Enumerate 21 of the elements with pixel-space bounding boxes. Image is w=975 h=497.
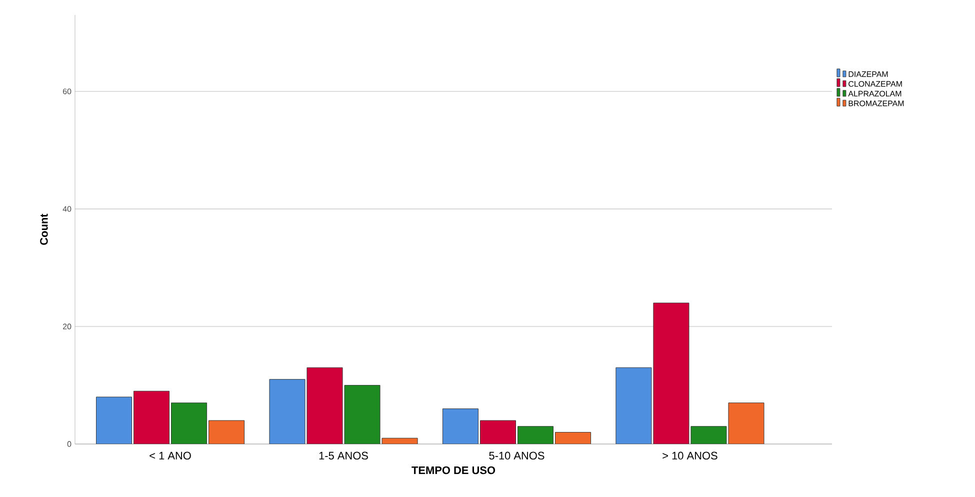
bar [344,384,380,444]
x-axis-title: TEMPO DE USO [412,466,496,474]
bar [269,379,306,444]
bar [728,402,764,444]
bar [134,390,170,444]
bar [96,396,132,444]
y-axis-title: Count [40,214,48,245]
x-tick-label: > 10 ANOS [662,452,718,460]
bar [690,426,727,444]
bar [480,420,516,444]
bar [171,402,208,444]
bar [208,420,245,444]
bar [306,367,343,444]
x-tick-label: 5-10 ANOS [489,452,544,460]
bar [616,367,652,444]
bar [653,302,690,444]
bar [442,408,478,444]
bar [517,426,554,444]
bar [555,432,591,444]
x-tick-label: 1-5 ANOS [319,452,368,460]
x-tick-label: < 1 ANO [150,452,191,460]
